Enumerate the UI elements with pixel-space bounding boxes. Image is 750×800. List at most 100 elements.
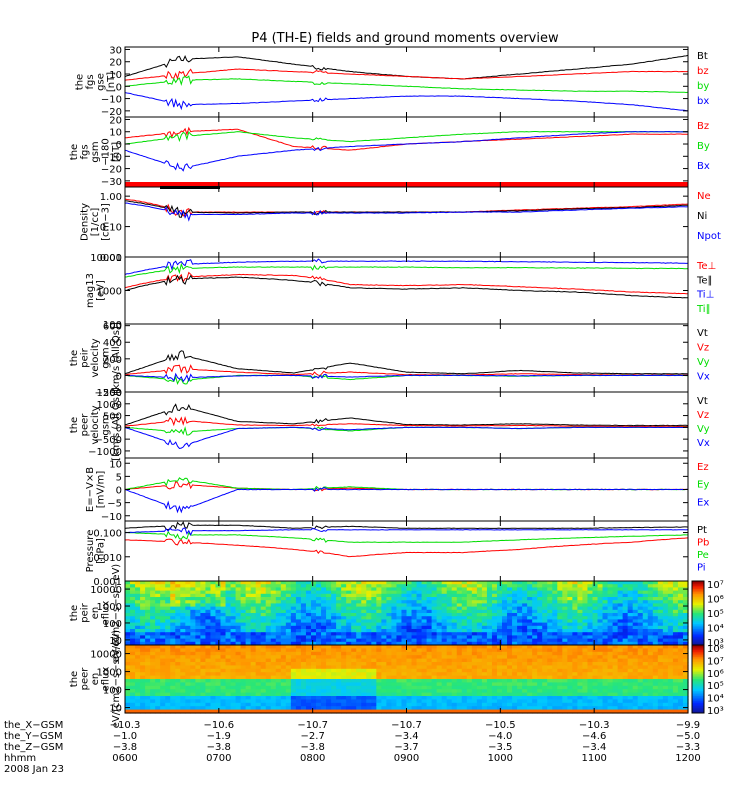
spectrogram-cell — [135, 638, 141, 643]
spectrogram-cell — [235, 709, 242, 714]
spectrogram-cell — [235, 658, 242, 663]
spectrogram-cell — [215, 619, 222, 624]
spectrogram-cell — [361, 622, 367, 627]
spectrogram-cell — [145, 581, 151, 585]
spectrogram-cell — [567, 616, 573, 620]
spectrogram-cell — [215, 702, 222, 707]
spectrogram-cell — [396, 590, 403, 595]
spectrogram-cell — [235, 665, 242, 670]
spectrogram-cell — [331, 692, 337, 697]
spectrogram-cell — [371, 699, 377, 704]
spectrogram-cell — [486, 668, 493, 673]
spectrogram-cell — [476, 699, 483, 704]
spectrogram-cell — [496, 584, 503, 588]
spectrogram-cell — [150, 613, 156, 617]
spectrogram-cell — [537, 593, 543, 598]
spectrogram-cell — [376, 699, 382, 704]
spectrogram-cell — [677, 600, 684, 604]
spectrogram-cell — [547, 655, 553, 660]
spectrogram-cell — [376, 613, 382, 617]
spectrogram-cell — [652, 645, 659, 649]
spectrogram-cell — [310, 597, 317, 601]
spectrogram-cell — [341, 597, 347, 601]
spectrogram-cell — [627, 613, 634, 617]
spectrogram-cell — [145, 587, 151, 592]
spectrogram-cell — [170, 648, 176, 653]
spectrogram-cell — [290, 689, 297, 694]
spectrogram-cell — [471, 613, 478, 617]
spectrogram-cell — [361, 699, 367, 704]
spectrogram-cell — [466, 679, 473, 683]
spectrogram-cell — [542, 600, 548, 604]
spectrogram-cell — [557, 702, 563, 707]
spectrogram-cell — [657, 629, 664, 633]
spectrogram-cell — [361, 641, 367, 646]
spectrogram-cell — [496, 655, 503, 660]
spectrogram-cell — [582, 645, 589, 649]
spectrogram-cell — [321, 619, 327, 624]
spectrogram-cell — [305, 692, 312, 697]
spectrogram-cell — [150, 651, 156, 656]
spectrogram-cell — [195, 600, 202, 604]
spectrogram-cell — [617, 609, 624, 614]
spectrogram-cell — [406, 648, 413, 653]
spectrogram-cell — [496, 679, 503, 683]
spectrogram-cell — [195, 593, 202, 598]
spectrogram-cell — [672, 641, 679, 646]
spectrogram-cell — [446, 699, 453, 704]
spectrogram-cell — [587, 587, 594, 592]
spectrogram-cell — [552, 689, 558, 694]
spectrogram-cell — [667, 685, 674, 690]
spectrogram-cell — [185, 581, 191, 585]
spectrogram-cell — [647, 679, 654, 683]
spectrogram-cell — [436, 662, 443, 666]
spectrogram-cell — [275, 609, 282, 614]
spectrogram-cell — [677, 662, 684, 666]
spectrogram-cell — [125, 675, 131, 680]
spectrogram-cell — [612, 613, 619, 617]
spectrogram-cell — [300, 619, 307, 624]
spectrogram-cell — [411, 641, 418, 646]
spectrogram-cell — [476, 648, 483, 653]
spectrogram-cell — [280, 675, 287, 680]
spectrogram-cell — [391, 679, 398, 683]
spectrogram-cell — [486, 635, 493, 640]
spectrogram-cell — [130, 641, 136, 646]
spectrogram-cell — [215, 616, 222, 620]
spectrogram-cell — [466, 581, 473, 585]
spectrogram-cell — [582, 672, 589, 677]
spectrogram-cell — [456, 638, 463, 643]
spectrogram-cell — [165, 709, 171, 714]
series-peer_vel-3 — [124, 426, 689, 449]
spectrogram-cell — [481, 662, 488, 666]
spectrogram-cell — [476, 629, 483, 633]
spectrogram-cell — [401, 682, 408, 687]
spectrogram-cell — [356, 635, 362, 640]
spectrogram-cell — [627, 641, 634, 646]
spectrogram-cell — [411, 696, 418, 700]
spectrogram-cell — [190, 645, 196, 649]
spectrogram-cell — [662, 619, 669, 624]
spectrogram-cell — [170, 651, 176, 656]
spectrogram-cell — [331, 609, 337, 614]
spectrogram-cell — [331, 641, 337, 646]
spectrogram-cell — [331, 702, 337, 707]
spectrogram-cell — [647, 668, 654, 673]
spectrogram-cell — [381, 709, 387, 714]
spectrogram-cell — [270, 584, 277, 588]
spectrogram-cell — [547, 651, 553, 656]
spectrogram-cell — [321, 590, 327, 595]
spectrogram-cell — [542, 682, 548, 687]
spectrogram-cell — [466, 706, 473, 711]
spectrogram-cell — [361, 672, 367, 677]
spectrogram-cell — [466, 668, 473, 673]
spectrogram-cell — [170, 609, 176, 614]
spectrogram-cell — [502, 692, 508, 697]
spectrogram-cell — [557, 597, 563, 601]
spectrogram-cell — [466, 632, 473, 636]
spectrogram-cell — [446, 616, 453, 620]
spectrogram-cell — [456, 648, 463, 653]
spectrogram-cell — [391, 606, 398, 611]
spectrogram-cell — [145, 651, 151, 656]
spectrogram-cell — [130, 696, 136, 700]
